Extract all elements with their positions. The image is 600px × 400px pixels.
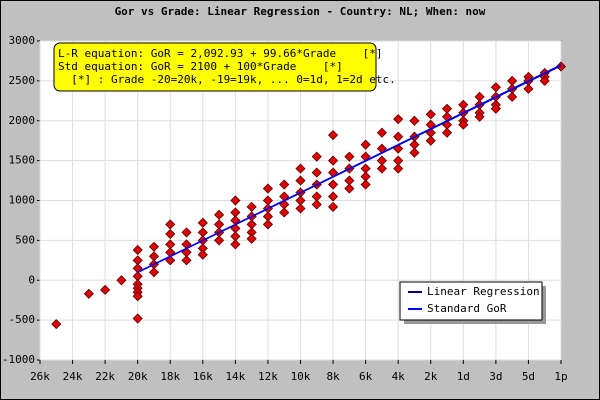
point xyxy=(132,313,143,324)
x-tick-label: 14k xyxy=(225,370,245,383)
legend-label: Standard GoR xyxy=(427,302,507,315)
x-tick-label: 12k xyxy=(258,370,278,383)
point xyxy=(165,228,176,240)
x-tick-label: 20k xyxy=(128,370,148,383)
y-tick-label: 2500 xyxy=(9,74,36,87)
x-tick-label: 24k xyxy=(63,370,83,383)
x-tick-label: 3d xyxy=(489,370,502,383)
point xyxy=(230,239,241,250)
point xyxy=(360,139,371,150)
annotation: L-R equation: GoR = 2,092.93 + 99.66*Gra… xyxy=(58,47,383,60)
point xyxy=(490,82,501,93)
point xyxy=(507,91,518,102)
point xyxy=(51,319,62,330)
point xyxy=(197,249,208,260)
point xyxy=(393,163,404,174)
x-tick-label: 4k xyxy=(392,370,406,383)
point xyxy=(327,130,339,141)
point xyxy=(295,175,306,186)
point xyxy=(555,61,567,72)
y-tick-label: -500 xyxy=(9,313,36,326)
point xyxy=(360,179,371,190)
point xyxy=(116,275,127,286)
annotation-box xyxy=(53,42,377,92)
y-tick-label: 3000 xyxy=(9,34,36,47)
point xyxy=(230,195,241,206)
point xyxy=(376,127,387,138)
legend xyxy=(399,281,543,321)
point xyxy=(181,255,192,266)
point xyxy=(409,115,420,126)
point xyxy=(311,151,322,162)
point xyxy=(132,244,143,256)
point xyxy=(490,103,501,114)
point xyxy=(327,201,339,212)
point xyxy=(393,114,404,125)
regression-line xyxy=(137,64,562,273)
point xyxy=(327,191,339,202)
x-tick-label: 6k xyxy=(359,370,373,383)
x-tick-label: 1d xyxy=(457,370,470,383)
point xyxy=(181,227,192,238)
point xyxy=(246,233,257,244)
point xyxy=(474,111,485,122)
point xyxy=(100,284,111,295)
point xyxy=(295,203,306,214)
point xyxy=(409,147,420,158)
point xyxy=(214,235,225,246)
point xyxy=(214,209,225,220)
point xyxy=(425,109,436,120)
point xyxy=(262,183,274,194)
point xyxy=(539,75,550,86)
point xyxy=(148,241,160,252)
x-tick-label: 5d xyxy=(522,370,535,383)
x-tick-label: 2k xyxy=(424,370,438,383)
point xyxy=(344,151,355,162)
point xyxy=(83,288,94,299)
point xyxy=(148,267,160,278)
point xyxy=(376,163,387,174)
point xyxy=(279,179,290,190)
x-tick-label: 10k xyxy=(291,370,311,383)
x-tick-label: 22k xyxy=(95,370,115,383)
point xyxy=(165,219,176,230)
y-tick-label: 2000 xyxy=(9,114,36,127)
y-tick-label: 1000 xyxy=(9,194,36,207)
point xyxy=(458,119,469,130)
x-tick-label: 26k xyxy=(30,370,50,383)
y-tick-label: 500 xyxy=(15,233,35,246)
point xyxy=(279,207,290,218)
point xyxy=(262,219,274,230)
point xyxy=(327,155,339,166)
point xyxy=(344,183,355,194)
legend-label: Linear Regression xyxy=(427,285,540,298)
point xyxy=(311,199,322,210)
point xyxy=(393,131,404,142)
point xyxy=(327,179,339,190)
x-tick-label: 18k xyxy=(160,370,180,383)
point xyxy=(311,167,322,178)
x-tick-label: 8k xyxy=(326,370,340,383)
point xyxy=(425,135,436,146)
point xyxy=(197,217,208,228)
annotation: [*] : Grade -20=20k, -19=19k, ... 0=1d, … xyxy=(58,73,396,86)
annotation: Std equation: GoR = 2100 + 100*Grade [*] xyxy=(58,60,343,73)
y-tick-label: -1000 xyxy=(2,353,35,366)
y-tick-label: 0 xyxy=(28,273,35,286)
x-tick-label: 1p xyxy=(554,370,567,383)
point xyxy=(295,163,306,174)
y-tick-label: 1500 xyxy=(9,154,36,167)
x-tick-label: 16k xyxy=(193,370,213,383)
point xyxy=(441,127,453,138)
chart-title: Gor vs Grade: Linear Regression - Countr… xyxy=(115,5,486,18)
point xyxy=(246,201,257,212)
point xyxy=(523,83,534,94)
point xyxy=(132,291,143,302)
